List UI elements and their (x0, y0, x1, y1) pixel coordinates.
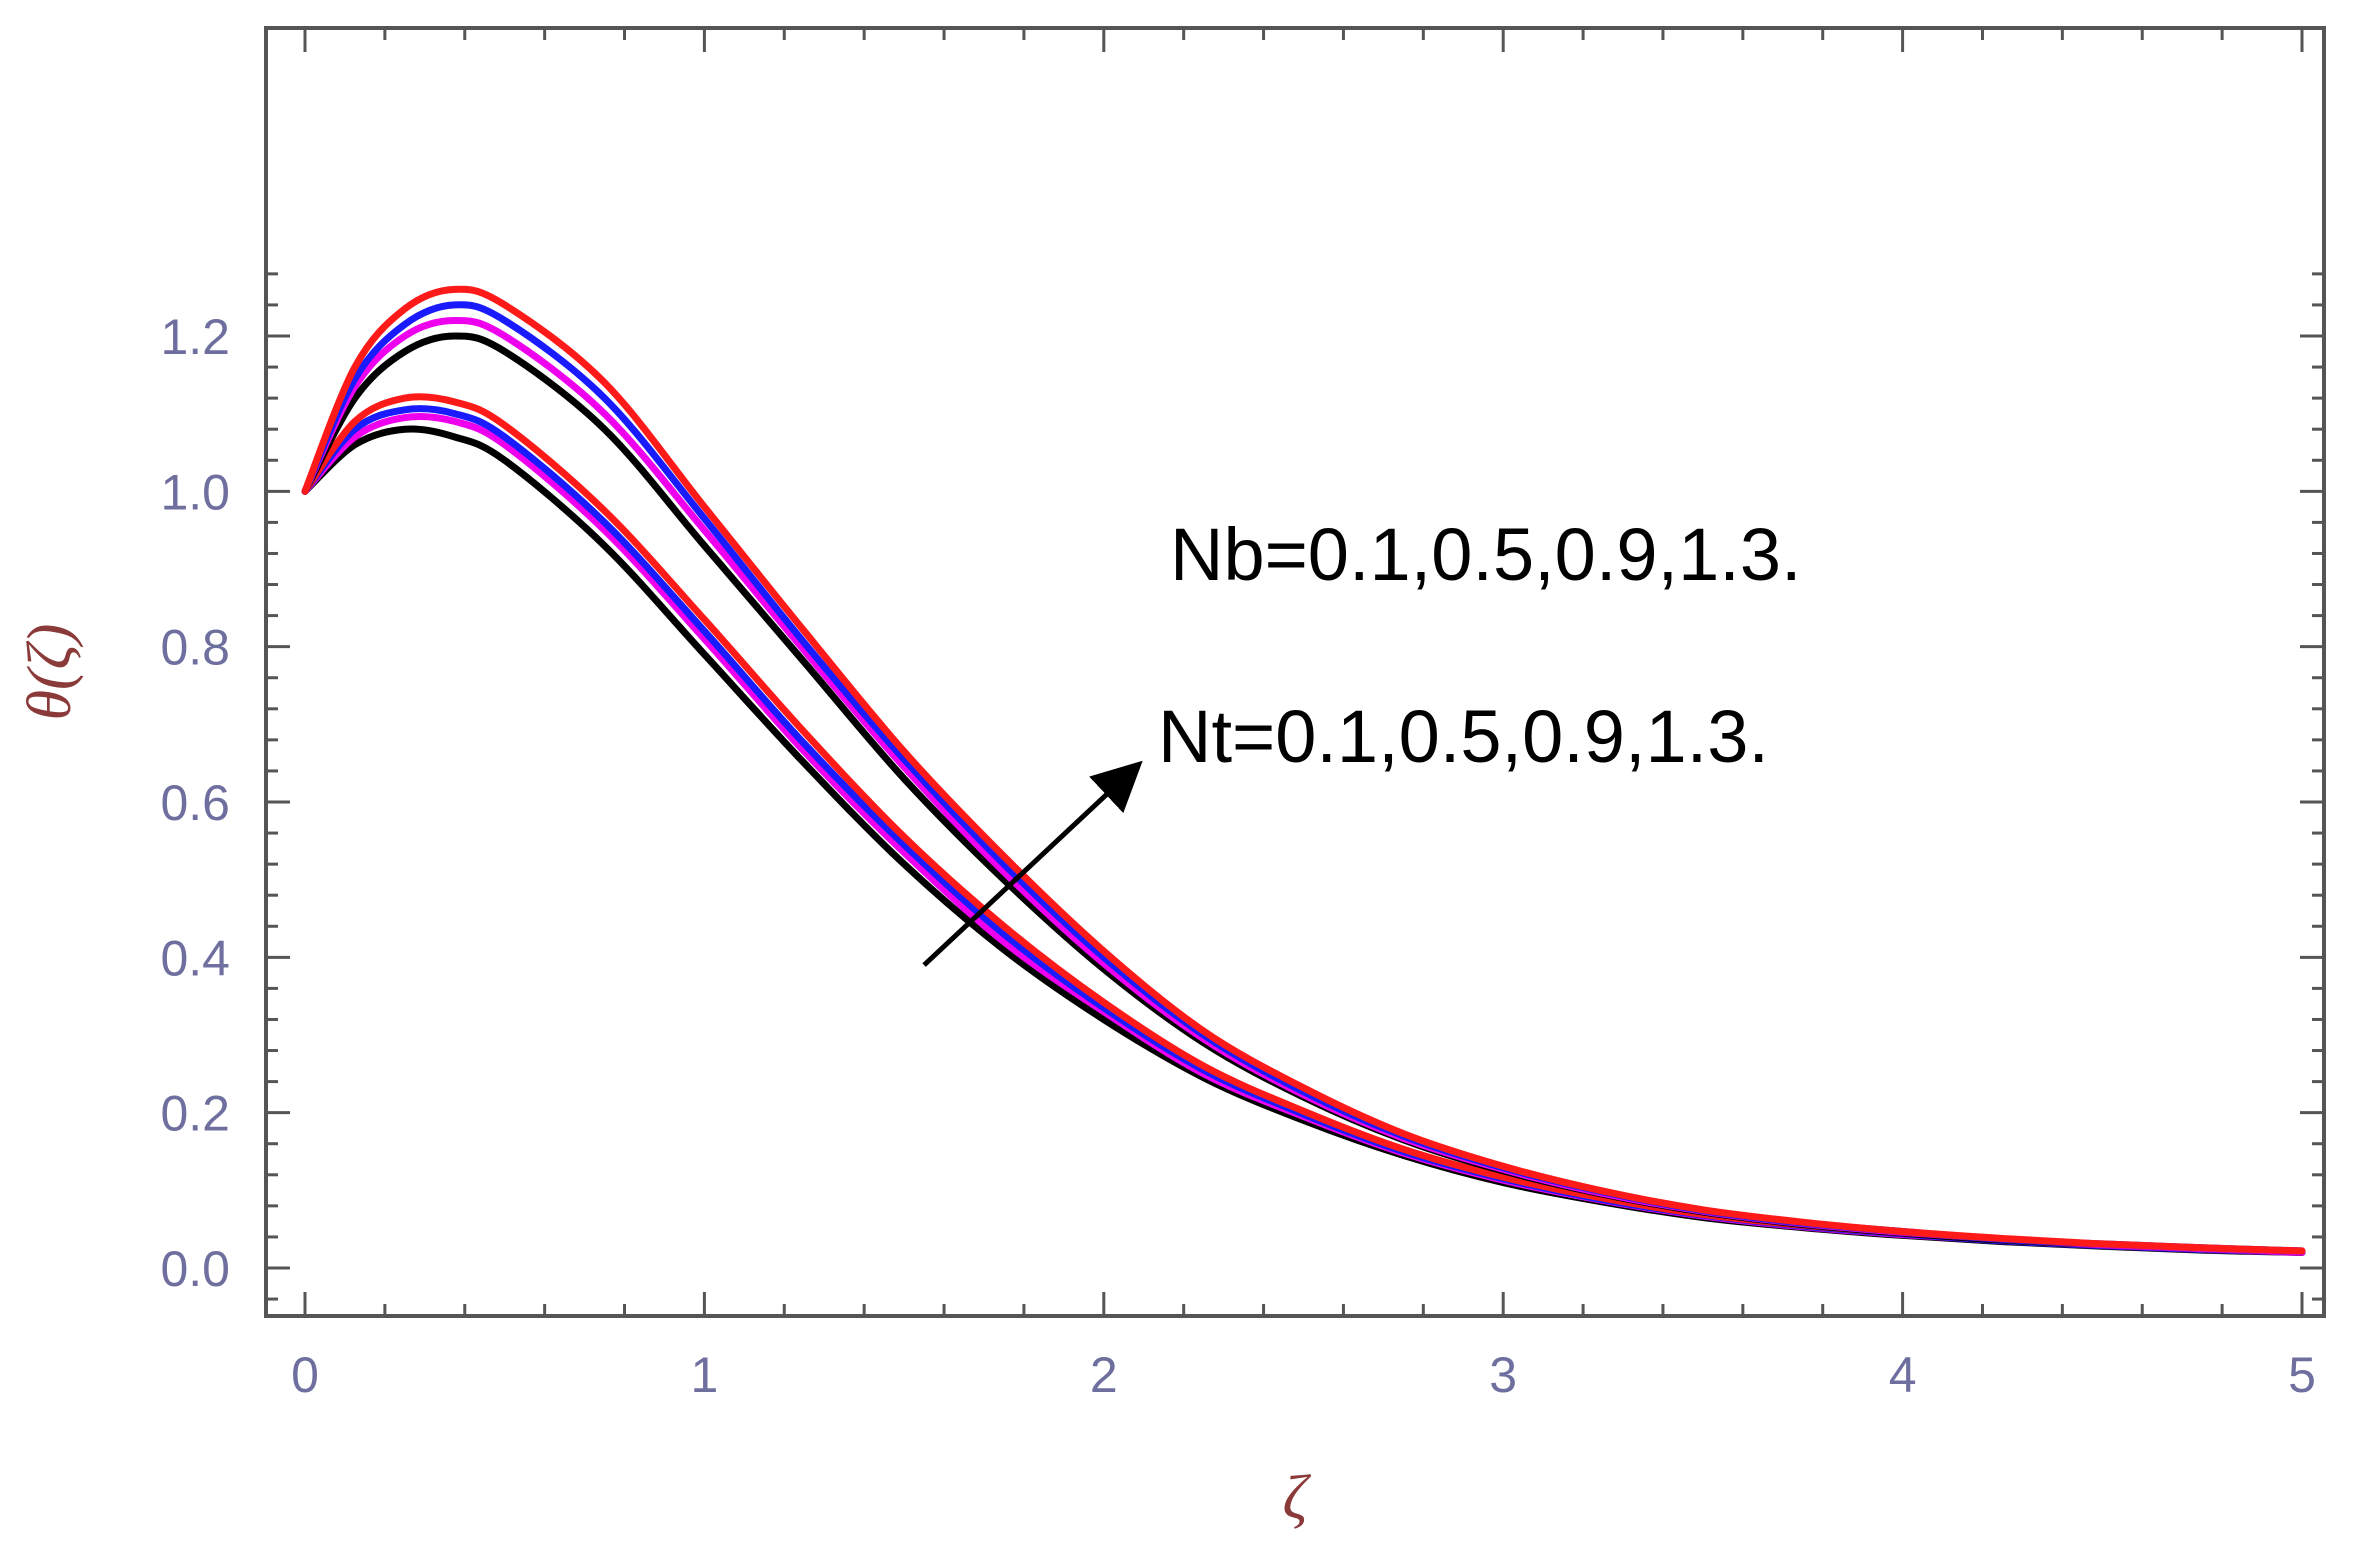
axis-ticks (266, 28, 2324, 1316)
axis-tick-labels: 0 1 2 3 4 5 0.0 0.2 0.4 0.6 0.8 1.0 1.2 (160, 309, 2315, 1403)
y-tick-label: 0.2 (160, 1086, 230, 1142)
x-tick-label: 4 (1889, 1347, 1917, 1403)
x-axis-title: ζ (1282, 1464, 1311, 1532)
x-tick-label: 5 (2288, 1347, 2316, 1403)
y-tick-label: 0.8 (160, 620, 230, 676)
y-tick-label: 0.6 (160, 775, 230, 831)
y-tick-label: 0.4 (160, 930, 230, 986)
annotation-nb: Nb=0.1,0.5,0.9,1.3. (1170, 513, 1802, 596)
annotation-arrow (922, 760, 1143, 967)
series-group (301, 285, 2306, 1256)
y-tick-label: 0.0 (160, 1241, 230, 1297)
plot-frame (264, 26, 2326, 1318)
series-line-8 (301, 285, 2306, 1255)
y-tick-label: 1.0 (160, 464, 230, 520)
x-tick-label: 2 (1090, 1347, 1118, 1403)
y-tick-label: 1.2 (160, 309, 230, 365)
y-axis-title: θ(ζ) (16, 624, 84, 721)
annotation-nt: Nt=0.1,0.5,0.9,1.3. (1158, 695, 1769, 778)
x-tick-label: 0 (291, 1347, 319, 1403)
x-tick-label: 3 (1489, 1347, 1517, 1403)
x-tick-label: 1 (690, 1347, 718, 1403)
